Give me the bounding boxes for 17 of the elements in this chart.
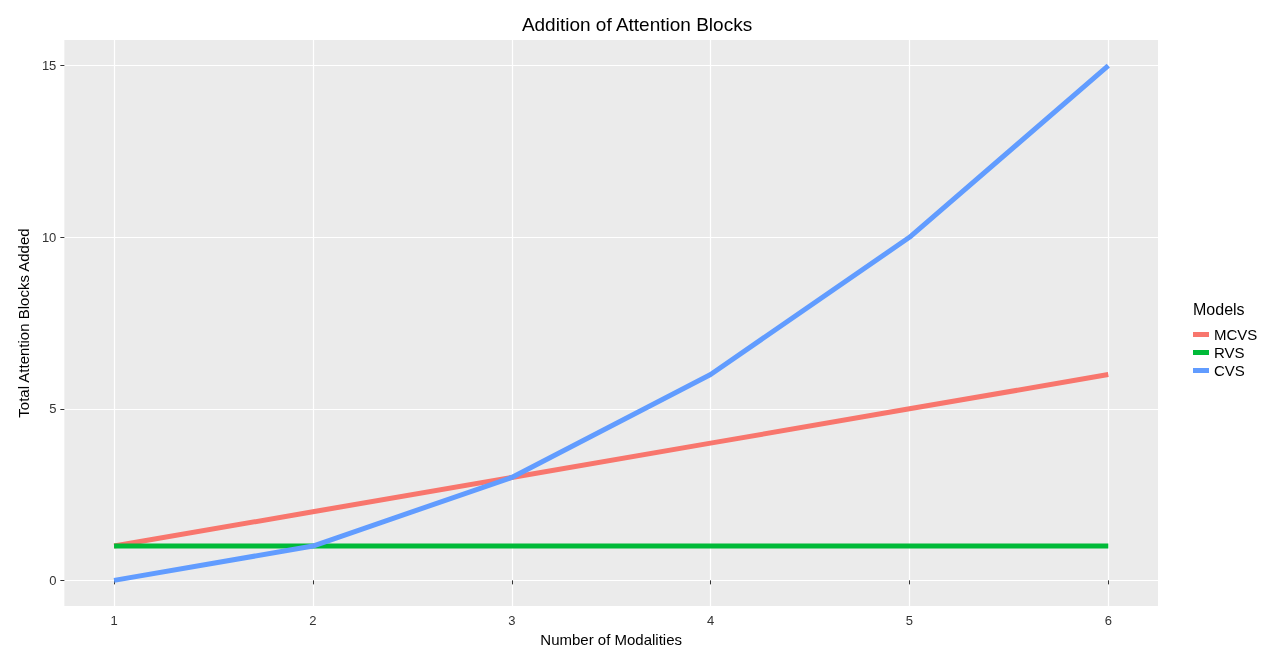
y-tick-label: 15 <box>41 58 57 74</box>
legend-label: CVS <box>1214 362 1245 379</box>
y-tick-label: 10 <box>41 229 57 245</box>
x-tick-label: 5 <box>905 613 914 629</box>
x-tick-label: 6 <box>1104 613 1112 629</box>
x-tick-label: 2 <box>309 613 317 629</box>
legend-label: RVS <box>1214 344 1245 361</box>
y-tick-label: 0 <box>49 572 57 588</box>
y-tick-label: 5 <box>49 401 57 417</box>
x-tick-label: 3 <box>508 613 516 629</box>
y-axis-title: Total Attention Blocks Added <box>15 228 32 418</box>
x-tick-label: 1 <box>110 613 118 629</box>
chart-title: Addition of Attention Blocks <box>521 14 753 35</box>
x-axis-title: Number of Modalities <box>540 631 683 648</box>
legend-label: MCVS <box>1214 326 1258 343</box>
legend-title: Models <box>1193 300 1245 318</box>
x-tick-label: 4 <box>706 613 715 629</box>
